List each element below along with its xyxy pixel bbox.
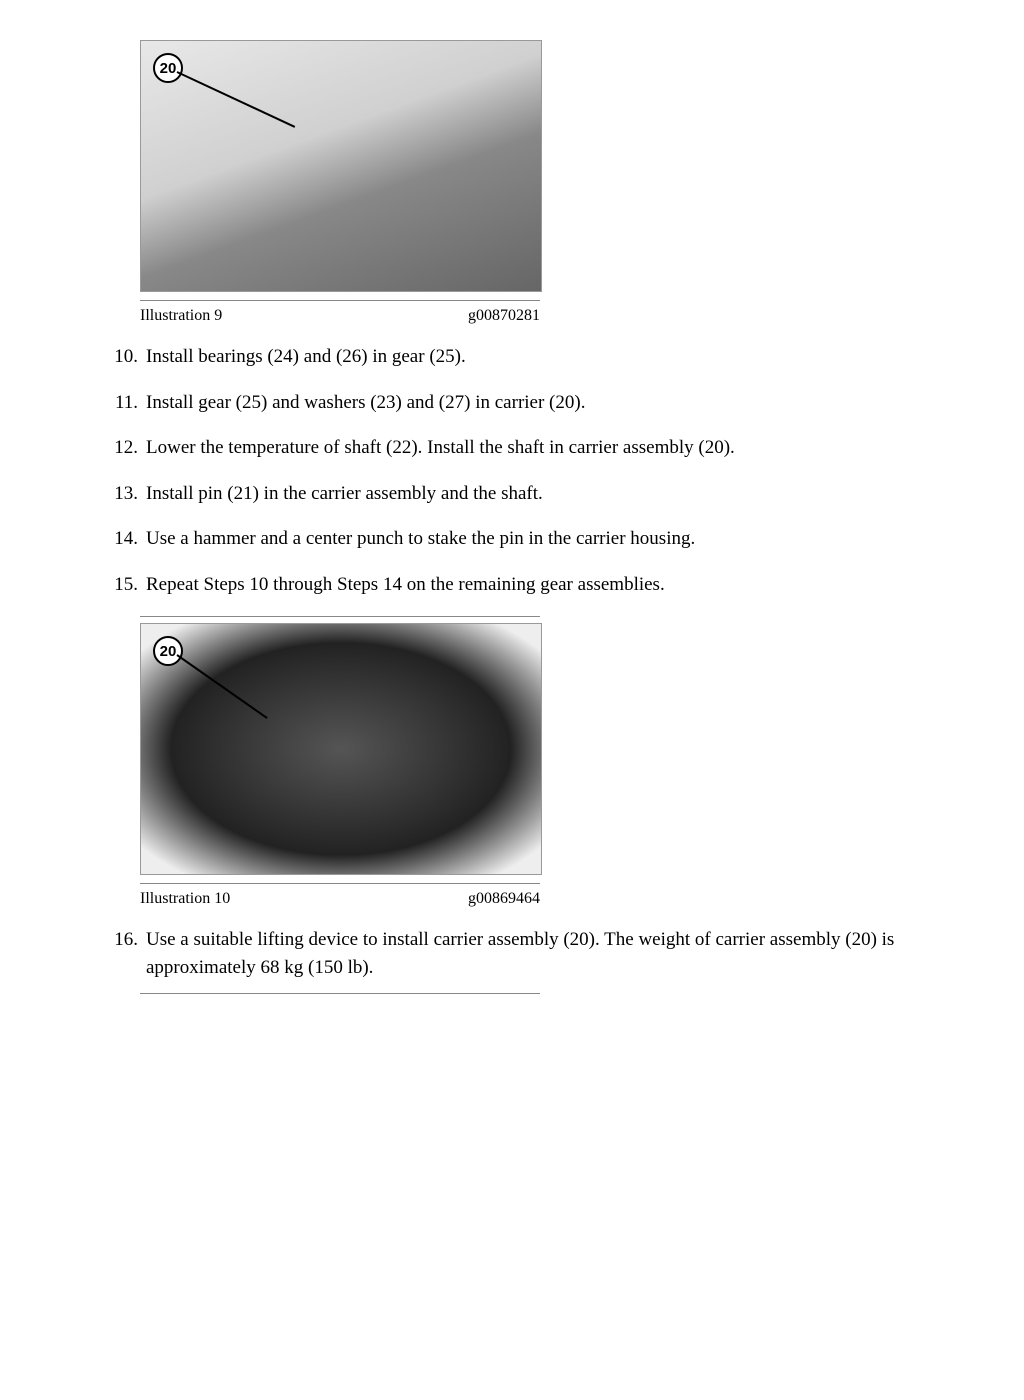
steps-list: 10. Install bearings (24) and (26) in ge… [100, 343, 944, 598]
figure-next-rule [140, 993, 540, 994]
figure-9-callout: 20 [153, 53, 183, 83]
figure-9-caption-left: Illustration 9 [140, 307, 222, 325]
figure-9-rule [140, 300, 540, 301]
figure-10-rule [140, 883, 540, 884]
step-10: 10. Install bearings (24) and (26) in ge… [100, 343, 944, 371]
step-number: 14. [100, 525, 146, 553]
step-12: 12. Lower the temperature of shaft (22).… [100, 434, 944, 462]
step-text: Install bearings (24) and (26) in gear (… [146, 343, 944, 371]
step-14: 14. Use a hammer and a center punch to s… [100, 525, 944, 553]
figure-9-callout-line [177, 71, 296, 128]
step-text: Use a suitable lifting device to install… [146, 926, 944, 981]
figure-9-caption-right: g00870281 [468, 307, 540, 325]
step-number: 10. [100, 343, 146, 371]
step-text: Lower the temperature of shaft (22). Ins… [146, 434, 944, 462]
step-text: Use a hammer and a center punch to stake… [146, 525, 944, 553]
step-number: 16. [100, 926, 146, 981]
step-number: 15. [100, 571, 146, 599]
figure-9-image: 20 [140, 40, 542, 292]
figure-10-image: 20 [140, 623, 542, 875]
step-text: Install gear (25) and washers (23) and (… [146, 389, 944, 417]
step-number: 13. [100, 480, 146, 508]
figure-10: 20 Illustration 10 g00869464 [140, 616, 984, 908]
figure-10-caption: Illustration 10 g00869464 [140, 890, 540, 908]
figure-10-rule-top [140, 616, 540, 617]
figure-9: 20 Illustration 9 g00870281 [140, 40, 984, 325]
figure-10-caption-right: g00869464 [468, 890, 540, 908]
step-number: 11. [100, 389, 146, 417]
step-15: 15. Repeat Steps 10 through Steps 14 on … [100, 571, 944, 599]
figure-10-caption-left: Illustration 10 [140, 890, 230, 908]
figure-10-callout-line [176, 654, 267, 719]
step-text: Repeat Steps 10 through Steps 14 on the … [146, 571, 944, 599]
step-text: Install pin (21) in the carrier assembly… [146, 480, 944, 508]
step-11: 11. Install gear (25) and washers (23) a… [100, 389, 944, 417]
figure-9-caption: Illustration 9 g00870281 [140, 307, 540, 325]
figure-10-callout: 20 [153, 636, 183, 666]
step-number: 12. [100, 434, 146, 462]
step-16: 16. Use a suitable lifting device to ins… [100, 926, 944, 981]
steps-list-2: 16. Use a suitable lifting device to ins… [100, 926, 944, 981]
step-13: 13. Install pin (21) in the carrier asse… [100, 480, 944, 508]
figure-next-stub [140, 993, 984, 994]
